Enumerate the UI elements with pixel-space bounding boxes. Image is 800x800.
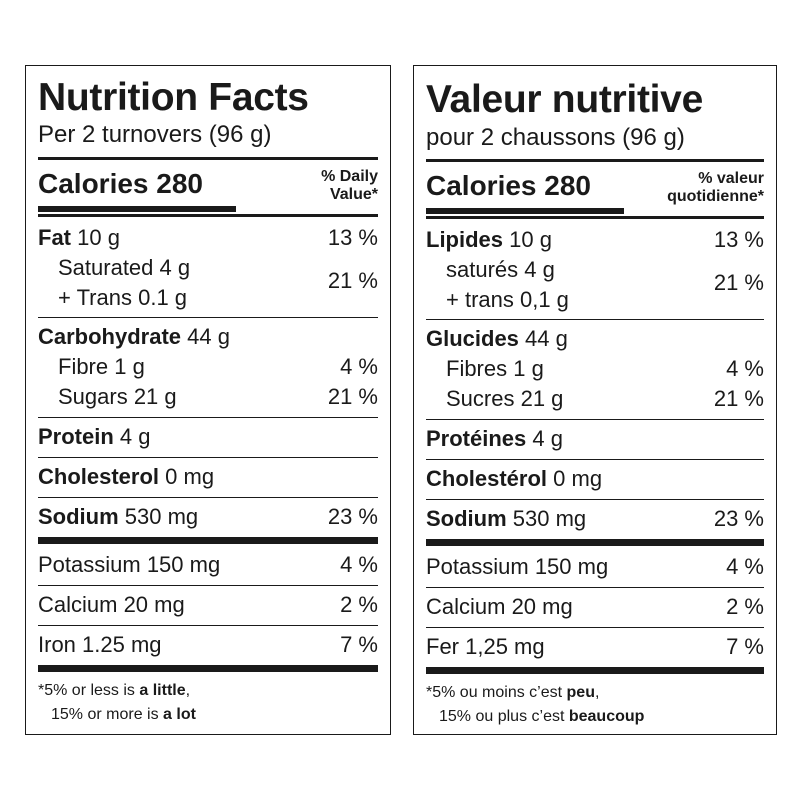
nutrition-facts-panel-english: Nutrition Facts Per 2 turnovers (96 g) C…: [25, 65, 391, 735]
iron-percent: 7 %: [726, 634, 764, 659]
divider: [38, 625, 378, 626]
trans-row: + trans 0,1 g: [446, 287, 569, 312]
carbohydrate-row: Carbohydrate 44 g: [38, 324, 230, 349]
divider: [38, 214, 378, 217]
iron-row: Fer 1,25 mg 7 %: [426, 632, 764, 662]
calories-underline: [426, 208, 624, 214]
divider: [426, 627, 764, 628]
divider: [426, 216, 764, 219]
potassium-row: Potassium 150 mg 4 %: [38, 550, 378, 580]
serving-size: Per 2 turnovers (96 g): [38, 121, 272, 148]
iron-percent: 7 %: [340, 632, 378, 657]
divider: [38, 585, 378, 586]
divider: [426, 419, 764, 420]
calories-label: Calories 280: [38, 168, 203, 199]
protein-row: Protein 4 g: [38, 424, 151, 449]
footnote-line-1: *5% or less is a little,: [38, 682, 191, 699]
sugars-percent: 21 %: [713, 386, 764, 411]
divider: [38, 457, 378, 458]
daily-value-header: % Daily Value*: [321, 168, 378, 203]
serving-size: pour 2 chaussons (96 g): [426, 124, 685, 151]
iron-row: Iron 1.25 mg 7 %: [38, 630, 378, 660]
divider-heavy: [38, 665, 378, 672]
divider: [426, 459, 764, 460]
calcium-row: Calcium 20 mg 2 %: [38, 590, 378, 620]
sugars-row: Sugars 21 g: [58, 384, 177, 409]
nutrition-facts-panel-french: Valeur nutritive pour 2 chaussons (96 g)…: [413, 65, 777, 735]
divider: [38, 157, 378, 160]
footnote-line-1: *5% ou moins c’est peu,: [426, 684, 600, 701]
calcium-percent: 2 %: [340, 592, 378, 617]
divider: [426, 319, 764, 320]
potassium-percent: 4 %: [726, 554, 764, 579]
divider-heavy: [426, 539, 764, 546]
sodium-row: Sodium 530 mg 23 %: [426, 504, 764, 534]
divider-heavy: [426, 667, 764, 674]
sat-trans-percent: 21 %: [327, 268, 378, 293]
calories-underline: [38, 206, 236, 212]
calcium-row: Calcium 20 mg 2 %: [426, 592, 764, 622]
saturated-row: Saturated 4 g: [58, 255, 191, 280]
sodium-percent: 23 %: [713, 506, 764, 531]
fat-row: Lipides 10 g 13 %: [426, 225, 764, 255]
divider: [38, 497, 378, 498]
calories-label: Calories 280: [426, 170, 591, 201]
sugars-percent: 21 %: [327, 384, 378, 409]
divider: [38, 417, 378, 418]
potassium-percent: 4 %: [340, 552, 378, 577]
fibre-row: Fibre 1 g: [58, 354, 145, 379]
footnote-line-2: 15% or more is a lot: [51, 706, 196, 723]
calcium-percent: 2 %: [726, 594, 764, 619]
sugars-row: Sucres 21 g: [446, 386, 564, 411]
panel-title: Valeur nutritive: [426, 78, 703, 121]
divider: [426, 159, 764, 162]
calories-row: Calories 280 % Daily Value*: [38, 166, 378, 214]
sat-trans-percent: 21 %: [713, 270, 764, 295]
divider-heavy: [38, 537, 378, 544]
divider: [426, 587, 764, 588]
fibre-percent: 4 %: [726, 356, 764, 381]
trans-row: + Trans 0.1 g: [58, 285, 188, 310]
fat-percent: 13 %: [327, 225, 378, 250]
sodium-percent: 23 %: [327, 504, 378, 529]
daily-value-header: % valeur quotidienne*: [667, 170, 764, 205]
calories-row: Calories 280 % valeur quotidienne*: [426, 168, 764, 216]
potassium-row: Potassium 150 mg 4 %: [426, 552, 764, 582]
cholesterol-row: Cholesterol 0 mg: [38, 464, 215, 489]
panel-title: Nutrition Facts: [38, 76, 309, 119]
fat-row: Fat 10 g 13 %: [38, 223, 378, 253]
divider: [38, 317, 378, 318]
sodium-row: Sodium 530 mg 23 %: [38, 502, 378, 532]
fibre-percent: 4 %: [340, 354, 378, 379]
footnote-line-2: 15% ou plus c’est beaucoup: [439, 708, 645, 725]
fat-percent: 13 %: [713, 227, 764, 252]
carbohydrate-row: Glucides 44 g: [426, 326, 568, 351]
cholesterol-row: Cholestérol 0 mg: [426, 466, 603, 491]
protein-row: Protéines 4 g: [426, 426, 563, 451]
fibre-row: Fibres 1 g: [446, 356, 544, 381]
saturated-row: saturés 4 g: [446, 257, 555, 282]
divider: [426, 499, 764, 500]
